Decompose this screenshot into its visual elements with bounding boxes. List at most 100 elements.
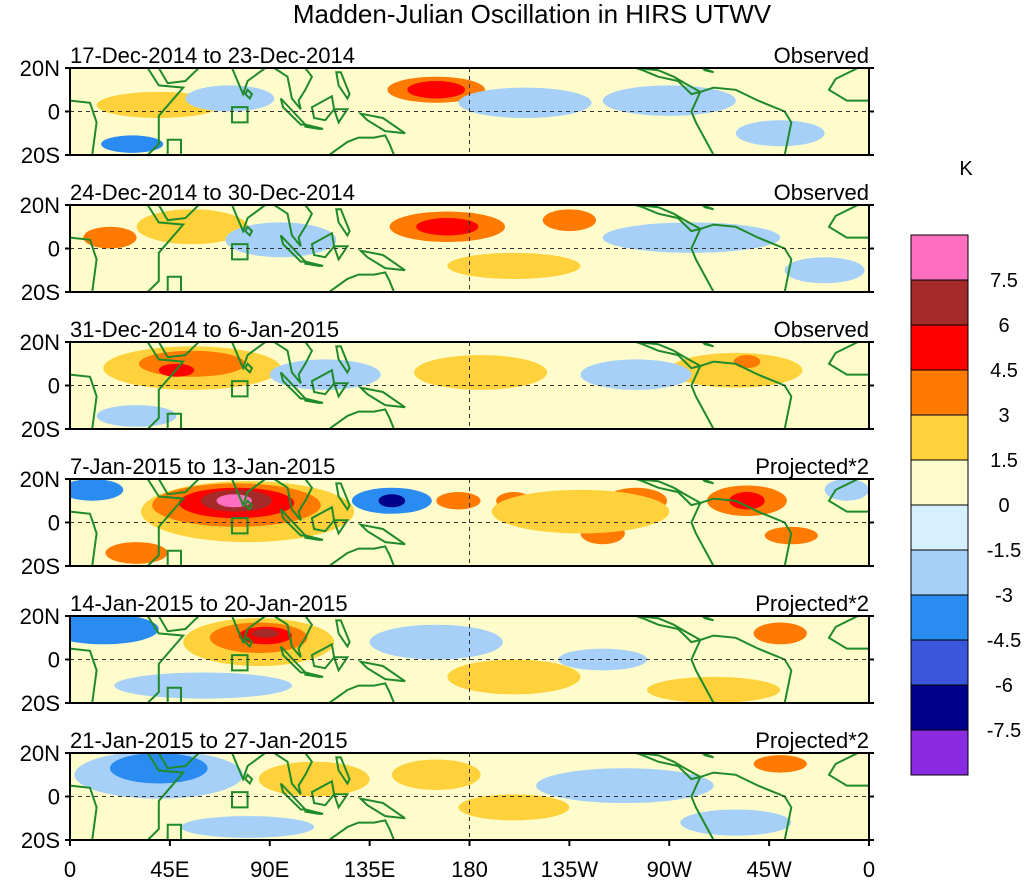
coastline <box>701 205 714 211</box>
coastline <box>827 342 869 376</box>
lat-tick-label: 20S <box>21 280 60 305</box>
anomaly-contour <box>558 648 648 671</box>
coastline <box>319 134 396 155</box>
coastline <box>166 549 182 566</box>
coastline <box>166 275 182 292</box>
anomaly-contour <box>416 218 479 236</box>
coastline <box>335 619 351 649</box>
lon-tick-label: 45E <box>150 857 189 882</box>
lon-tick-label: 0 <box>64 857 76 882</box>
coastline <box>279 97 308 126</box>
coastline <box>635 479 703 507</box>
panel-date: 31-Dec-2014 to 6-Jan-2015 <box>70 317 339 342</box>
coastline <box>304 260 324 267</box>
colorbar-label: 1.5 <box>990 450 1018 472</box>
anomaly-contour <box>733 355 761 369</box>
colorbar-label: -6 <box>995 675 1013 697</box>
coastline <box>157 205 201 222</box>
lon-tick-label: 180 <box>451 857 488 882</box>
coastline <box>279 782 308 811</box>
coastline <box>310 94 336 122</box>
anomaly-contour <box>136 209 248 245</box>
coastline <box>357 249 406 272</box>
lat-tick-label: 20N <box>20 56 60 81</box>
coastline <box>332 245 350 262</box>
coastline <box>335 71 351 101</box>
anomaly-contour <box>414 355 548 390</box>
coastline <box>214 616 267 645</box>
coastline <box>244 773 254 786</box>
colorbar-swatch <box>910 414 969 461</box>
coastline <box>635 753 703 781</box>
anomaly-contour <box>70 479 124 501</box>
colorbar-swatch <box>910 279 969 326</box>
anomaly-contour <box>425 124 603 151</box>
coastline <box>635 68 703 96</box>
coastline <box>335 756 351 786</box>
coastline <box>244 225 254 238</box>
coastline <box>279 371 308 400</box>
coastline <box>310 231 336 259</box>
colorbar-label: -3 <box>995 585 1013 607</box>
anomaly-contour <box>542 209 597 232</box>
coastline <box>272 342 314 384</box>
coastline <box>701 753 714 759</box>
chart-title: Madden-Julian Oscillation in HIRS UTWV <box>293 0 772 29</box>
coastline <box>272 479 314 521</box>
colorbar-swatch <box>910 504 969 551</box>
coastline <box>214 205 267 234</box>
coastline <box>827 616 869 650</box>
colorbar-swatch <box>910 324 969 371</box>
lat-tick-label: 0 <box>48 648 60 673</box>
anomaly-contour <box>407 81 466 99</box>
panel-kind: Projected*2 <box>755 591 869 616</box>
colorbar: K 7.5 6 4.5 3 1.5 0 -1.5 -3 -4.5 -6 -7.5 <box>910 158 1021 776</box>
coastline <box>827 68 869 102</box>
coastline <box>690 360 793 429</box>
coastline <box>827 205 869 239</box>
coastline <box>214 68 267 97</box>
lat-tick-label: 0 <box>48 237 60 262</box>
anomaly-contour <box>680 809 792 836</box>
anomaly-contour <box>83 226 137 249</box>
coastline <box>166 412 182 429</box>
anomaly-contour <box>729 492 765 510</box>
anomaly-contour <box>580 359 692 390</box>
coastline <box>272 753 314 795</box>
panel-date: 21-Jan-2015 to 27-Jan-2015 <box>70 728 348 753</box>
coastline <box>310 642 336 670</box>
coastline <box>701 616 714 622</box>
anomaly-contour <box>258 761 370 797</box>
panel-date: 24-Dec-2014 to 30-Dec-2014 <box>70 180 355 205</box>
colorbar-swatch <box>910 234 969 281</box>
lat-tick-label: 20N <box>20 604 60 629</box>
lon-tick-label: 45W <box>747 857 792 882</box>
index-box <box>231 380 249 398</box>
anomaly-contour <box>436 492 481 510</box>
anomaly-contour <box>753 755 807 773</box>
colorbar-swatch <box>910 594 969 641</box>
coastline <box>157 753 201 770</box>
lat-tick-label: 20N <box>20 467 60 492</box>
anomaly-contour <box>491 489 670 534</box>
x-axis: 0 45E 90E 135E 180 135W 90W 45W 0 <box>64 840 875 882</box>
colorbar-swatch <box>910 369 969 416</box>
coastline <box>310 368 336 396</box>
colorbar-label: 3 <box>998 405 1009 427</box>
colorbar-label: 4.5 <box>990 360 1018 382</box>
coastline <box>279 645 308 674</box>
anomaly-contour <box>753 622 807 645</box>
coastline <box>304 397 324 404</box>
coastline <box>70 616 186 703</box>
colorbar-swatch <box>910 459 969 506</box>
lat-tick-label: 20S <box>21 143 60 168</box>
coastline <box>304 671 324 678</box>
panel-date: 17-Dec-2014 to 23-Dec-2014 <box>70 43 355 68</box>
lon-tick-label: 135E <box>344 857 395 882</box>
coastline <box>635 342 703 370</box>
coastline <box>157 479 201 496</box>
anomaly-contour <box>458 794 570 821</box>
coastline <box>319 819 396 840</box>
coastline <box>310 505 336 533</box>
anomaly-contour <box>105 542 168 564</box>
